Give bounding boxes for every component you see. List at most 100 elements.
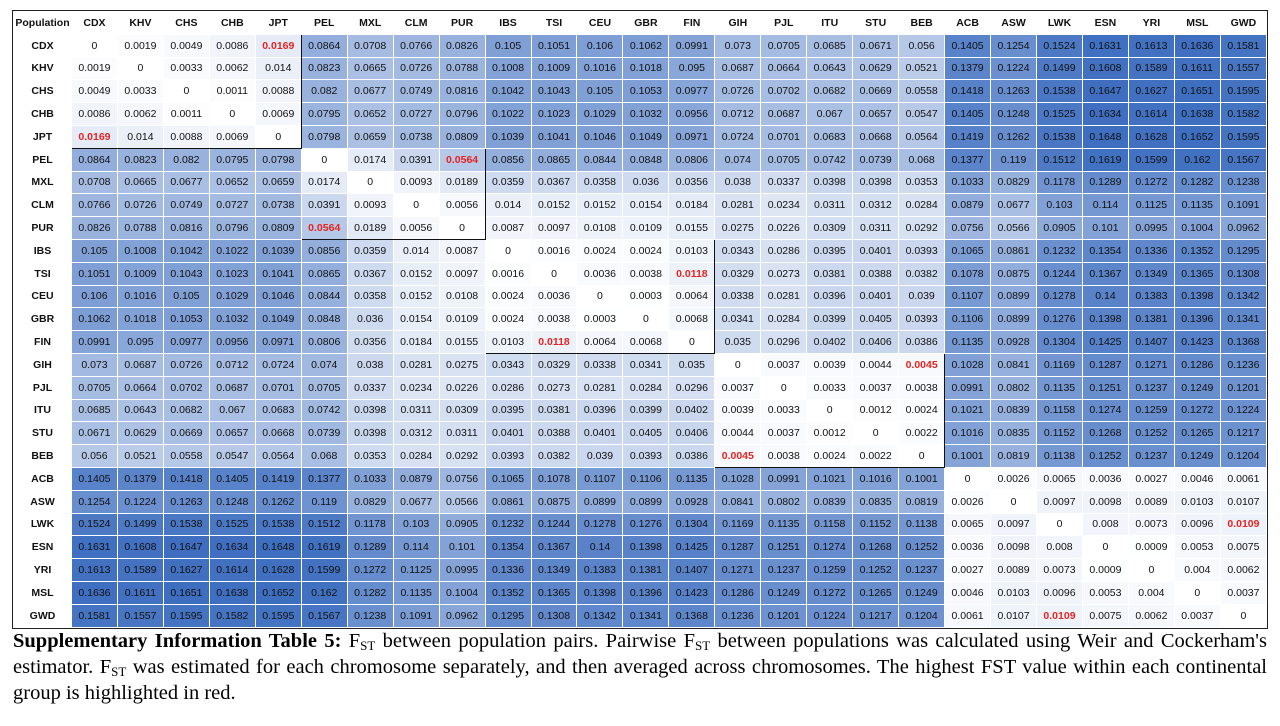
fst-cell: 0.106 <box>576 34 623 58</box>
fst-cell: 0.0991 <box>944 376 991 400</box>
row-header: MXL <box>13 171 72 194</box>
fst-cell: 0.0677 <box>347 79 394 103</box>
fst-cell: 0.0705 <box>301 376 348 400</box>
column-header: CHS <box>163 11 210 35</box>
fst-cell: 0.1265 <box>852 581 899 605</box>
table-row: PEL 0.0864 0.0823 0.082 0.0795 0.0798 0 0.0174 0… <box>13 147 1267 172</box>
fst-cell: 0.0009 <box>1082 558 1129 582</box>
fst-cell: 0.0189 <box>439 171 486 194</box>
fst-cell: 0 <box>439 216 486 240</box>
fst-cell: 0.1042 <box>485 79 532 103</box>
fst-cell: 0.0391 <box>300 193 348 217</box>
fst-cell: 0.0677 <box>163 171 210 194</box>
fst-cell: 0.0284 <box>760 307 807 331</box>
fst-cell: 0.0802 <box>990 376 1037 400</box>
row-header: CHS <box>13 79 72 103</box>
fst-cell: 0.0069 <box>255 102 302 126</box>
fst-cell: 0.0311 <box>393 399 440 422</box>
row-header: KHV <box>13 57 72 80</box>
fst-cell: 0.1249 <box>760 581 807 605</box>
fst-cell: 0.0309 <box>439 399 486 422</box>
fst-cell: 0.1091 <box>393 604 440 628</box>
fst-cell: 0.0064 <box>576 330 623 354</box>
fst-cell: 0.0657 <box>209 421 256 445</box>
fst-cell: 0.1051 <box>531 34 577 58</box>
fst-cell: 0.0108 <box>576 216 623 240</box>
fst-cell: 0.0046 <box>1174 467 1221 491</box>
fst-cell: 0.1135 <box>393 581 440 605</box>
table-row: KHV 0.0019 0 0.0033 0.0062 0.014 0.0823 0.0665 0… <box>13 57 1267 80</box>
fst-cell: 0 <box>898 444 946 468</box>
fst-cell: 0.0391 <box>393 147 440 172</box>
fst-cell: 0.0284 <box>622 376 669 400</box>
fst-cell: 0.114 <box>393 535 440 559</box>
fst-cell: 0.1237 <box>1128 444 1175 468</box>
fst-cell: 0.0337 <box>347 376 394 400</box>
fst-cell: 0.1023 <box>209 262 256 286</box>
row-header: CDX <box>13 34 72 58</box>
fst-cell: 0.0669 <box>163 421 210 445</box>
fst-cell: 0.0359 <box>347 239 394 263</box>
fst-cell: 0.038 <box>714 171 761 194</box>
fst-cell: 0.0053 <box>1174 535 1221 559</box>
fst-cell: 0.1538 <box>255 513 302 536</box>
fst-cell: 0.0991 <box>760 467 807 491</box>
fst-cell: 0.0566 <box>439 490 486 514</box>
fst-cell: 0.0977 <box>668 79 715 103</box>
fst-cell: 0.0841 <box>714 490 761 514</box>
fst-cell: 0.1271 <box>714 558 761 582</box>
fst-cell: 0.1614 <box>1128 102 1175 126</box>
fst-cell: 0.1628 <box>1128 125 1175 149</box>
fst-cell: 0.1398 <box>1174 285 1221 308</box>
fst-cell: 0.0401 <box>485 421 532 445</box>
fst-cell: 0.0109 <box>1036 604 1083 628</box>
fst-cell: 0.0016 <box>484 262 532 286</box>
fst-cell: 0.0109 <box>439 307 486 331</box>
fst-cell: 0.1224 <box>1220 399 1267 422</box>
fst-cell: 0.1018 <box>622 57 669 80</box>
fst-cell: 0.1425 <box>668 535 715 559</box>
fst-cell: 0.0864 <box>301 34 348 58</box>
table-row: YRI 0.1613 0.1589 0.1627 0.1614 0.1628 0.1599 0… <box>13 558 1267 582</box>
fst-cell: 0.036 <box>622 171 669 194</box>
fst-cell: 0.1042 <box>163 239 210 263</box>
fst-cell: 0.1341 <box>622 604 669 628</box>
fst-cell: 0.0826 <box>439 34 486 58</box>
fst-cell: 0.0069 <box>209 125 256 149</box>
fst-cell: 0.0826 <box>71 216 118 240</box>
fst-cell: 0.0039 <box>714 399 761 422</box>
fst-cell: 0.0311 <box>439 421 486 445</box>
fst-cell: 0.1342 <box>576 604 623 628</box>
fst-cell: 0.1029 <box>576 102 623 126</box>
fst-cell: 0.0977 <box>163 330 210 354</box>
fst-cell: 0.1377 <box>301 467 348 491</box>
fst-cell: 0.0405 <box>622 421 669 445</box>
fst-cell: 0.0816 <box>439 79 486 103</box>
table-row: MSL 0.1636 0.1611 0.1651 0.1638 0.1652 0.162 0.… <box>13 581 1267 605</box>
fst-cell: 0.1304 <box>1036 330 1083 354</box>
fst-cell: 0.1631 <box>1082 34 1129 58</box>
fst-cell: 0.0971 <box>255 330 302 354</box>
fst-cell: 0.0406 <box>852 330 899 354</box>
fst-cell: 0.1138 <box>1036 444 1083 468</box>
fst-cell: 0.014 <box>393 239 440 263</box>
fst-cell: 0.0839 <box>806 490 853 514</box>
row-header: FIN <box>13 330 72 354</box>
fst-cell: 0.0848 <box>622 148 669 172</box>
fst-cell: 0.0905 <box>439 513 486 536</box>
fst-cell: 0.0353 <box>347 444 394 468</box>
fst-cell: 0.0284 <box>898 193 945 217</box>
fst-cell: 0.1254 <box>990 34 1037 58</box>
fst-cell: 0.0671 <box>852 34 899 58</box>
fst-cell: 0.1201 <box>760 604 807 628</box>
fst-cell: 0.014 <box>117 125 164 149</box>
fst-cell: 0.1252 <box>1082 444 1129 468</box>
fst-cell: 0.014 <box>485 193 532 217</box>
fst-cell: 0.0749 <box>163 193 210 217</box>
fst-cell: 0.1581 <box>71 604 118 628</box>
fst-cell: 0.1368 <box>1220 330 1267 354</box>
fst-cell: 0.1419 <box>255 467 302 491</box>
fst-cell: 0.1046 <box>576 125 623 149</box>
fst-cell: 0.1398 <box>1082 307 1129 331</box>
fst-cell: 0.1341 <box>1220 307 1267 331</box>
